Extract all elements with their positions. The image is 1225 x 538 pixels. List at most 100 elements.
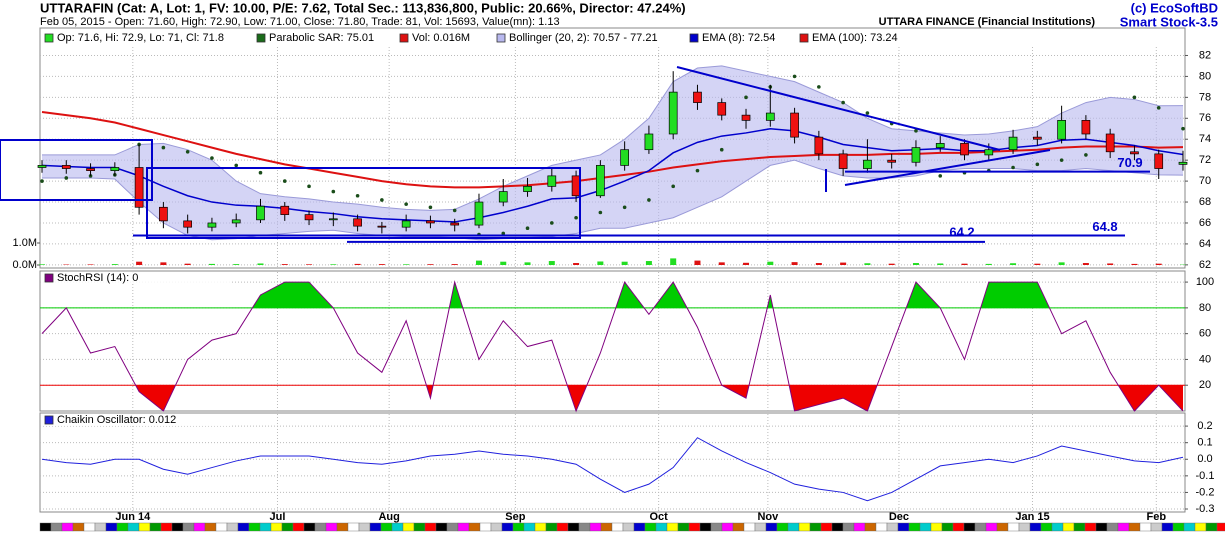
sar-dot xyxy=(550,221,554,225)
color-strip xyxy=(732,522,745,532)
candle-body xyxy=(935,143,945,148)
volume-bar xyxy=(743,262,750,265)
color-strip xyxy=(215,522,228,532)
sar-dot xyxy=(1035,162,1040,167)
volume-bar xyxy=(39,264,45,265)
volume-bar xyxy=(864,263,871,265)
color-strip xyxy=(391,522,404,532)
volume-bar xyxy=(354,263,361,265)
candle-body xyxy=(86,168,95,171)
legend-label: Op: 71.6, Hi: 72.9, Lo: 71, Cl: 71.8 xyxy=(57,32,224,44)
sar-dot xyxy=(258,170,263,175)
legend-band xyxy=(41,272,231,284)
trend-line xyxy=(676,66,1001,151)
sar-dot xyxy=(501,231,506,236)
color-strip xyxy=(1007,522,1020,532)
sar-dot xyxy=(404,202,408,206)
x-tick-label: Jun 14 xyxy=(115,511,151,523)
color-strip xyxy=(644,522,657,532)
legend-swatch xyxy=(44,273,54,283)
volume-bar xyxy=(912,263,919,265)
volume-bar xyxy=(160,262,167,265)
y-tick-label: 68 xyxy=(1199,196,1211,208)
color-strip xyxy=(1095,522,1108,532)
candle-body xyxy=(1032,136,1042,140)
volume-bar xyxy=(718,262,725,265)
color-strip xyxy=(974,522,987,532)
color-strip xyxy=(182,522,195,532)
color-strip xyxy=(589,522,602,532)
sar-dot xyxy=(841,100,845,105)
color-strip xyxy=(413,522,426,532)
candle-body xyxy=(838,153,848,169)
sar-dot xyxy=(744,95,748,100)
color-strip xyxy=(435,522,448,532)
legend-swatch xyxy=(44,33,54,43)
candle-body xyxy=(984,149,994,156)
color-strip xyxy=(94,522,107,532)
color-strip xyxy=(446,522,459,532)
color-strip xyxy=(149,522,162,532)
color-strip xyxy=(688,522,701,532)
sar-dot xyxy=(355,193,360,198)
color-strip xyxy=(534,522,547,532)
color-strip xyxy=(952,522,965,532)
candle-body xyxy=(741,114,751,121)
sar-dot xyxy=(1059,158,1064,162)
color-strip xyxy=(237,522,250,532)
color-strip xyxy=(281,522,294,532)
volume-bar xyxy=(257,263,264,265)
candle-body xyxy=(1081,120,1091,135)
candle-body xyxy=(1008,136,1018,151)
color-strip xyxy=(875,522,888,532)
color-strip xyxy=(655,522,668,532)
candle-body xyxy=(668,91,678,135)
color-strip xyxy=(138,522,151,532)
sar-dot xyxy=(185,149,190,154)
candle-body xyxy=(693,91,702,103)
color-strip xyxy=(1128,522,1141,532)
y-tick-label: -0.1 xyxy=(1196,470,1215,482)
candle-body xyxy=(280,205,290,215)
trend-box xyxy=(146,167,581,239)
volume-bar xyxy=(475,260,482,265)
color-strip xyxy=(1194,522,1207,532)
color-strip xyxy=(116,522,129,532)
sar-dot xyxy=(282,179,287,183)
color-strip xyxy=(83,522,96,532)
color-strip xyxy=(897,522,910,532)
volume-bar xyxy=(888,263,895,265)
y2-tick-label: 0.0M xyxy=(13,259,37,271)
color-strip xyxy=(677,522,690,532)
volume-bar xyxy=(111,264,118,265)
candle-body xyxy=(256,205,265,221)
volume-bar xyxy=(1107,263,1114,265)
color-strip xyxy=(336,522,349,532)
sar-dot xyxy=(1084,153,1088,157)
color-strip xyxy=(842,522,855,532)
color-strip xyxy=(831,522,844,532)
bollinger-fill xyxy=(42,65,1183,240)
sar-dot xyxy=(331,189,336,194)
volume-bar xyxy=(597,261,604,265)
candle-body xyxy=(547,175,557,187)
candle-body xyxy=(353,218,362,227)
volume-bar xyxy=(937,263,944,265)
color-strip xyxy=(171,522,184,532)
sar-dot xyxy=(40,179,44,183)
volume-bar xyxy=(136,261,143,265)
candle-body xyxy=(377,225,387,228)
sar-dot xyxy=(307,184,311,189)
indicator-line xyxy=(41,437,1184,502)
color-strip xyxy=(193,522,206,532)
color-strip xyxy=(127,522,140,532)
color-strip xyxy=(699,522,712,532)
sar-dot xyxy=(817,85,821,89)
volume-bar xyxy=(548,261,555,265)
color-strip xyxy=(204,522,217,532)
candle-body xyxy=(110,167,120,171)
indicator-line xyxy=(41,280,1184,413)
candle-body xyxy=(790,112,799,138)
color-strip xyxy=(61,522,74,532)
candle-body xyxy=(620,149,629,166)
